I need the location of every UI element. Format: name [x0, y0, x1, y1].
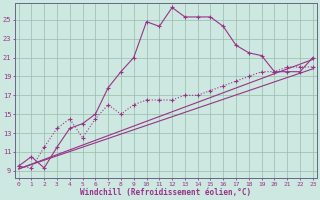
X-axis label: Windchill (Refroidissement éolien,°C): Windchill (Refroidissement éolien,°C) — [80, 188, 251, 197]
